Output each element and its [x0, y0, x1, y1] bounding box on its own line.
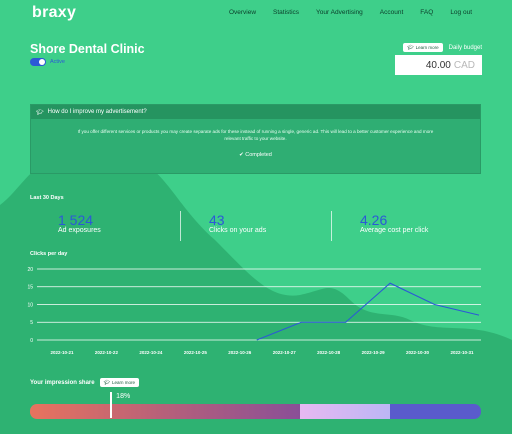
learn-more-label: Learn more [111, 380, 135, 385]
share-segment-mid [300, 404, 390, 419]
graduation-cap-icon: 🎓︎ [36, 109, 44, 116]
clicks-series-line [256, 282, 480, 341]
logo[interactable]: braxy [32, 4, 77, 21]
graduation-cap-icon: 🎓︎ [103, 379, 110, 386]
budget-currency: CAD [453, 59, 475, 71]
impression-share-bar [30, 404, 481, 419]
impression-share-value: 18% [116, 393, 131, 400]
stat-ad-exposures: 1 524 Ad exposures [58, 212, 101, 234]
x-tick-label: 2022-10-26 [228, 350, 252, 355]
status-label: Active [50, 59, 65, 65]
period-label: Last 30 Days [30, 195, 64, 201]
stat-label: Average cost per click [360, 227, 429, 234]
impression-label: Your impression share [30, 379, 95, 386]
clinic-name: Shore Dental Clinic [30, 42, 145, 56]
x-tick-label: 2022-10-27 [273, 350, 297, 355]
advice-panel: 🎓︎ How do I improve my advertisement? If… [30, 104, 481, 174]
nav-account[interactable]: Account [379, 9, 404, 16]
chart-title: Clicks per day [30, 251, 68, 257]
toggle-knob [39, 59, 45, 65]
stat-label: Ad exposures [58, 227, 101, 234]
daily-budget-input[interactable]: 40.00 CAD [395, 55, 482, 75]
nav-overview[interactable]: Overview [228, 9, 257, 16]
clicks-per-day-chart: 0 5 10 15 20 2022-10-21 2022-10-22 2022-10-24 20… [27, 267, 481, 355]
stat-label: Clicks on your ads [209, 227, 267, 234]
budget-learn-more-button[interactable]: 🎓︎ Learn more [403, 43, 443, 52]
nav-faq[interactable]: FAQ [420, 9, 434, 16]
advice-body: If you offer different services or produ… [77, 129, 434, 141]
stat-avg-cpc: 4.26 Average cost per click [360, 212, 428, 234]
share-segment-low [30, 404, 300, 419]
check-icon: ✔ [239, 152, 244, 158]
nav-statistics[interactable]: Statistics [273, 9, 300, 16]
y-tick-label: 5 [30, 320, 33, 326]
advice-title: How do I improve my advertisement? [47, 109, 147, 115]
x-tick-label: 2022-10-31 [450, 350, 474, 355]
status-toggle-wrap: Active [30, 58, 65, 66]
budget-label: Daily budget [448, 44, 482, 51]
y-tick-label: 15 [27, 285, 33, 291]
learn-more-label: Learn more [415, 45, 439, 50]
impression-header: Your impression share 🎓︎ Learn more [30, 378, 139, 387]
x-tick-label: 2022-10-21 [50, 350, 74, 355]
share-segment-high [390, 404, 481, 419]
y-tick-label: 10 [27, 302, 33, 308]
impression-share-marker [110, 392, 112, 418]
stat-clicks: 43 Clicks on your ads [209, 212, 266, 234]
y-tick-label: 0 [30, 338, 33, 344]
graduation-cap-icon: 🎓︎ [407, 44, 414, 51]
x-tick-label: 2022-10-29 [362, 350, 386, 355]
nav-log-out[interactable]: Log out [450, 9, 472, 16]
x-tick-label: 2022-10-25 [184, 350, 208, 355]
stat-value: 43 [209, 212, 225, 228]
stat-divider [331, 211, 332, 241]
budget-header: 🎓︎ Learn more Daily budget [403, 43, 482, 52]
stat-value: 1 524 [58, 212, 94, 228]
nav-links: Overview Statistics Your Advertising Acc… [212, 9, 472, 16]
completed-label: Completed [245, 152, 272, 158]
stat-divider [180, 211, 181, 241]
status-toggle[interactable] [30, 58, 46, 66]
budget-value: 40.00 [425, 59, 451, 71]
advice-status: ✔ Completed [31, 152, 480, 158]
x-tick-label: 2022-10-30 [406, 350, 430, 355]
stat-value: 4.26 [360, 212, 388, 228]
nav-your-advertising[interactable]: Your Advertising [316, 9, 363, 16]
x-tick-label: 2022-10-28 [317, 350, 341, 355]
x-tick-label: 2022-10-24 [139, 350, 163, 355]
advice-header[interactable]: 🎓︎ How do I improve my advertisement? [31, 105, 480, 119]
y-tick-label: 20 [27, 267, 33, 273]
impression-learn-more-button[interactable]: 🎓︎ Learn more [99, 378, 139, 387]
top-nav: braxy Overview Statistics Your Advertisi… [0, 0, 512, 26]
x-tick-label: 2022-10-22 [95, 350, 119, 355]
